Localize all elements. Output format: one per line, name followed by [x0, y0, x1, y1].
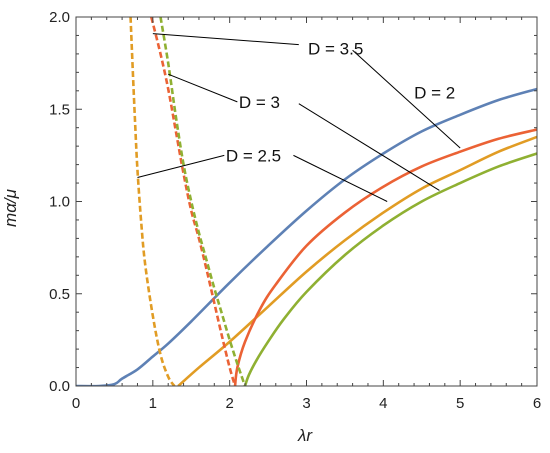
leader-line-right-3 — [298, 103, 440, 191]
y-tick-label: 1.5 — [49, 101, 70, 118]
annotations: D = 2 D = 3.5 D = 3 D = 2.5 — [226, 39, 455, 165]
annotation-leaders — [137, 33, 461, 202]
y-tick-label: 2.0 — [49, 9, 70, 26]
curve-label-3: D = 3 — [239, 93, 280, 112]
leader-line-left-4 — [137, 154, 225, 178]
x-tick-label: 2 — [225, 395, 233, 412]
x-tick-label: 1 — [149, 395, 157, 412]
series-dashed-6 — [150, 17, 237, 386]
series-layer — [76, 17, 537, 386]
series-solid-3 — [233, 128, 537, 386]
curve-label-4: D = 2.5 — [226, 146, 281, 165]
leader-line-right-4 — [293, 154, 388, 202]
x-tick-label: 0 — [72, 395, 80, 412]
x-tick-label: 6 — [533, 395, 541, 412]
series-dashed-5 — [129, 17, 176, 386]
leader-line-left-2 — [152, 33, 299, 46]
x-tick-label: 5 — [456, 395, 464, 412]
series-solid-2 — [177, 135, 537, 386]
x-axis-label: λr — [297, 426, 313, 445]
leader-line-right-2 — [352, 49, 461, 149]
y-tick-label: 0.0 — [49, 378, 70, 395]
leader-line-left-3 — [168, 73, 238, 103]
x-tick-label: 4 — [379, 395, 387, 412]
y-tick-label: 1.0 — [49, 194, 70, 211]
curve-label-2: D = 3.5 — [308, 39, 363, 58]
y-axis-label: mα/μ — [1, 188, 20, 227]
curve-label-1: D = 2 — [414, 84, 455, 103]
x-tick-label: 3 — [302, 395, 310, 412]
axes: 0 1 2 3 4 5 6 0.0 0.5 1.0 1.5 2.0 — [49, 9, 541, 412]
y-tick-label: 0.5 — [49, 286, 70, 303]
series-solid-4 — [243, 152, 537, 386]
series-solid-1 — [76, 87, 537, 386]
